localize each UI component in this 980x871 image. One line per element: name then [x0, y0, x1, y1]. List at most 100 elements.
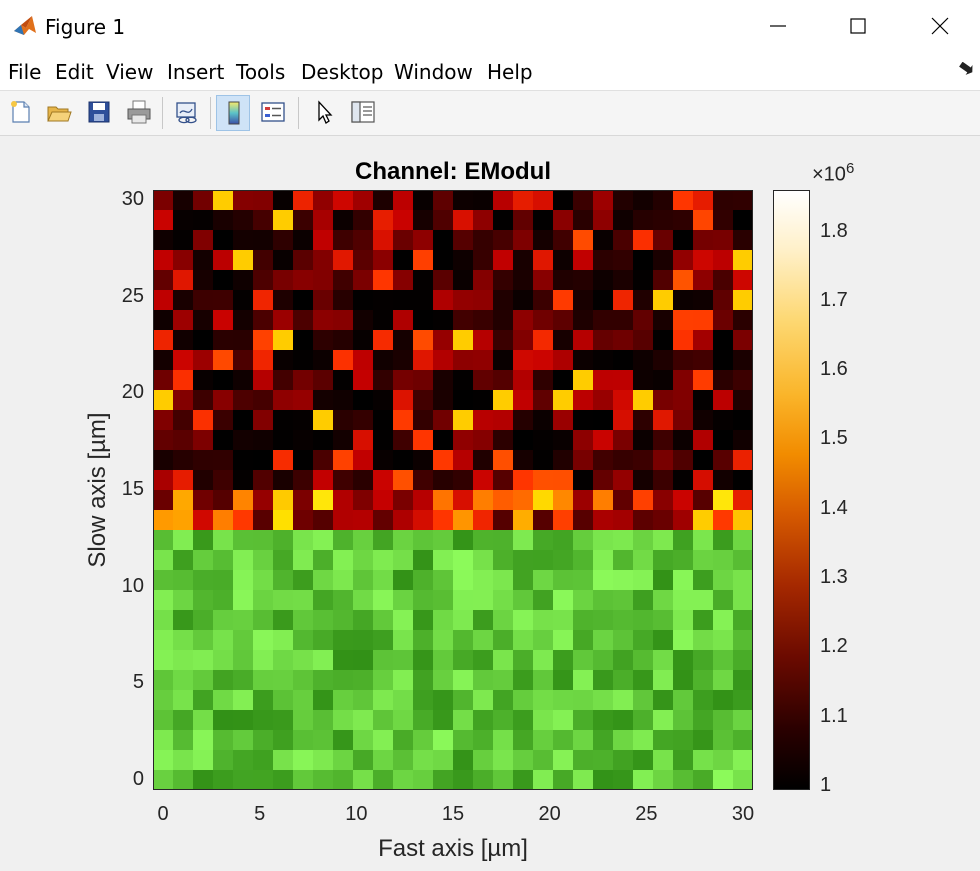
heatmap-cell — [413, 270, 434, 291]
heatmap-cell — [353, 630, 374, 651]
heatmap-cell — [633, 250, 654, 271]
menu-window[interactable]: Window — [394, 60, 473, 84]
heatmap-cell — [613, 250, 634, 271]
heatmap-cell — [313, 570, 334, 591]
heatmap-cell — [313, 250, 334, 271]
heatmap-cell — [733, 370, 753, 391]
heatmap-cell — [153, 410, 174, 431]
heatmap-cell — [653, 670, 674, 691]
heatmap-cell — [673, 250, 694, 271]
heatmap-cell — [633, 550, 654, 571]
menu-help[interactable]: Help — [487, 60, 533, 84]
y-tick-label: 10 — [121, 574, 144, 597]
heatmap-cell — [733, 630, 753, 651]
heatmap-cell — [153, 250, 174, 271]
menu-view[interactable]: View — [106, 60, 154, 84]
heatmap-cell — [413, 510, 434, 531]
heatmap-cell — [453, 470, 474, 491]
heatmap-cell — [193, 190, 214, 211]
heatmap[interactable] — [153, 190, 753, 790]
print-icon — [127, 100, 151, 124]
heatmap-cell — [333, 410, 354, 431]
link-plot-button[interactable] — [170, 95, 204, 131]
heatmap-cell — [693, 490, 714, 511]
heatmap-cell — [273, 350, 294, 371]
heatmap-cell — [473, 550, 494, 571]
heatmap-cell — [433, 410, 454, 431]
heatmap-cell — [353, 390, 374, 411]
menu-file[interactable]: File — [8, 60, 42, 84]
heatmap-cell — [653, 650, 674, 671]
heatmap-cell — [333, 570, 354, 591]
heatmap-cell — [213, 410, 234, 431]
colorbar-exponent: ×106 — [812, 160, 855, 186]
heatmap-cell — [173, 250, 194, 271]
heatmap-cell — [233, 230, 254, 251]
new-figure-button[interactable] — [4, 95, 38, 131]
heatmap-cell — [333, 670, 354, 691]
heatmap-cell — [633, 730, 654, 751]
heatmap-cell — [353, 710, 374, 731]
close-button[interactable] — [900, 0, 980, 52]
heatmap-cell — [253, 490, 274, 511]
heatmap-cell — [593, 250, 614, 271]
heatmap-cell — [733, 210, 753, 231]
heatmap-cell — [513, 690, 534, 711]
menu-edit[interactable]: Edit — [55, 60, 94, 84]
menu-desktop[interactable]: Desktop — [301, 60, 384, 84]
minimize-button[interactable] — [738, 0, 818, 52]
heatmap-cell — [433, 650, 454, 671]
heatmap-cell — [233, 490, 254, 511]
heatmap-cell — [373, 630, 394, 651]
heatmap-cell — [593, 610, 614, 631]
heatmap-cell — [473, 750, 494, 771]
legend-toggle-button[interactable] — [256, 95, 290, 131]
heatmap-cell — [433, 350, 454, 371]
heatmap-cell — [493, 410, 514, 431]
heatmap-cell — [633, 330, 654, 351]
print-button[interactable] — [122, 95, 156, 131]
heatmap-cell — [213, 710, 234, 731]
heatmap-cell — [653, 330, 674, 351]
heatmap-cell — [453, 230, 474, 251]
heatmap-cell — [213, 770, 234, 790]
heatmap-cell — [233, 650, 254, 671]
heatmap-cell — [193, 750, 214, 771]
heatmap-cell — [533, 510, 554, 531]
maximize-button[interactable] — [818, 0, 898, 52]
colorbar-tick-label: 1.3 — [820, 566, 848, 589]
heatmap-cell — [633, 350, 654, 371]
colorbar-toggle-button[interactable] — [216, 95, 250, 131]
colorbar[interactable] — [773, 190, 810, 790]
menu-insert[interactable]: Insert — [167, 60, 225, 84]
heatmap-cell — [393, 670, 414, 691]
heatmap-cell — [613, 390, 634, 411]
open-file-button[interactable] — [42, 95, 76, 131]
heatmap-cell — [253, 450, 274, 471]
heatmap-cell — [473, 690, 494, 711]
heatmap-cell — [673, 190, 694, 211]
heatmap-cell — [293, 270, 314, 291]
heatmap-cell — [173, 430, 194, 451]
heatmap-cell — [573, 210, 594, 231]
heatmap-cell — [413, 370, 434, 391]
menu-tools[interactable]: Tools — [236, 60, 286, 84]
heatmap-cell — [593, 450, 614, 471]
property-inspector-icon — [351, 101, 375, 123]
heatmap-cell — [653, 470, 674, 491]
edit-plot-button[interactable] — [308, 95, 342, 131]
heatmap-cell — [413, 770, 434, 790]
heatmap-cell — [553, 230, 574, 251]
heatmap-cell — [273, 650, 294, 671]
property-inspector-button[interactable] — [346, 95, 380, 131]
save-button[interactable] — [82, 95, 116, 131]
heatmap-cell — [253, 310, 274, 331]
x-tick-label: 10 — [345, 803, 368, 825]
heatmap-cell — [253, 190, 274, 211]
heatmap-cell — [633, 690, 654, 711]
heatmap-cell — [653, 570, 674, 591]
heatmap-cell — [513, 410, 534, 431]
heatmap-cell — [313, 270, 334, 291]
heatmap-cell — [293, 750, 314, 771]
dock-figure-icon[interactable] — [958, 62, 974, 76]
